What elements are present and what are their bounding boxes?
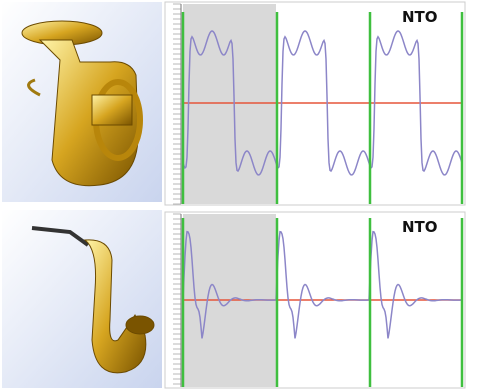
screenshot: NTO NTO bbox=[0, 0, 477, 390]
panel-label: NTO bbox=[402, 8, 438, 26]
highlight bbox=[183, 4, 276, 204]
panel-label: NTO bbox=[402, 218, 438, 236]
